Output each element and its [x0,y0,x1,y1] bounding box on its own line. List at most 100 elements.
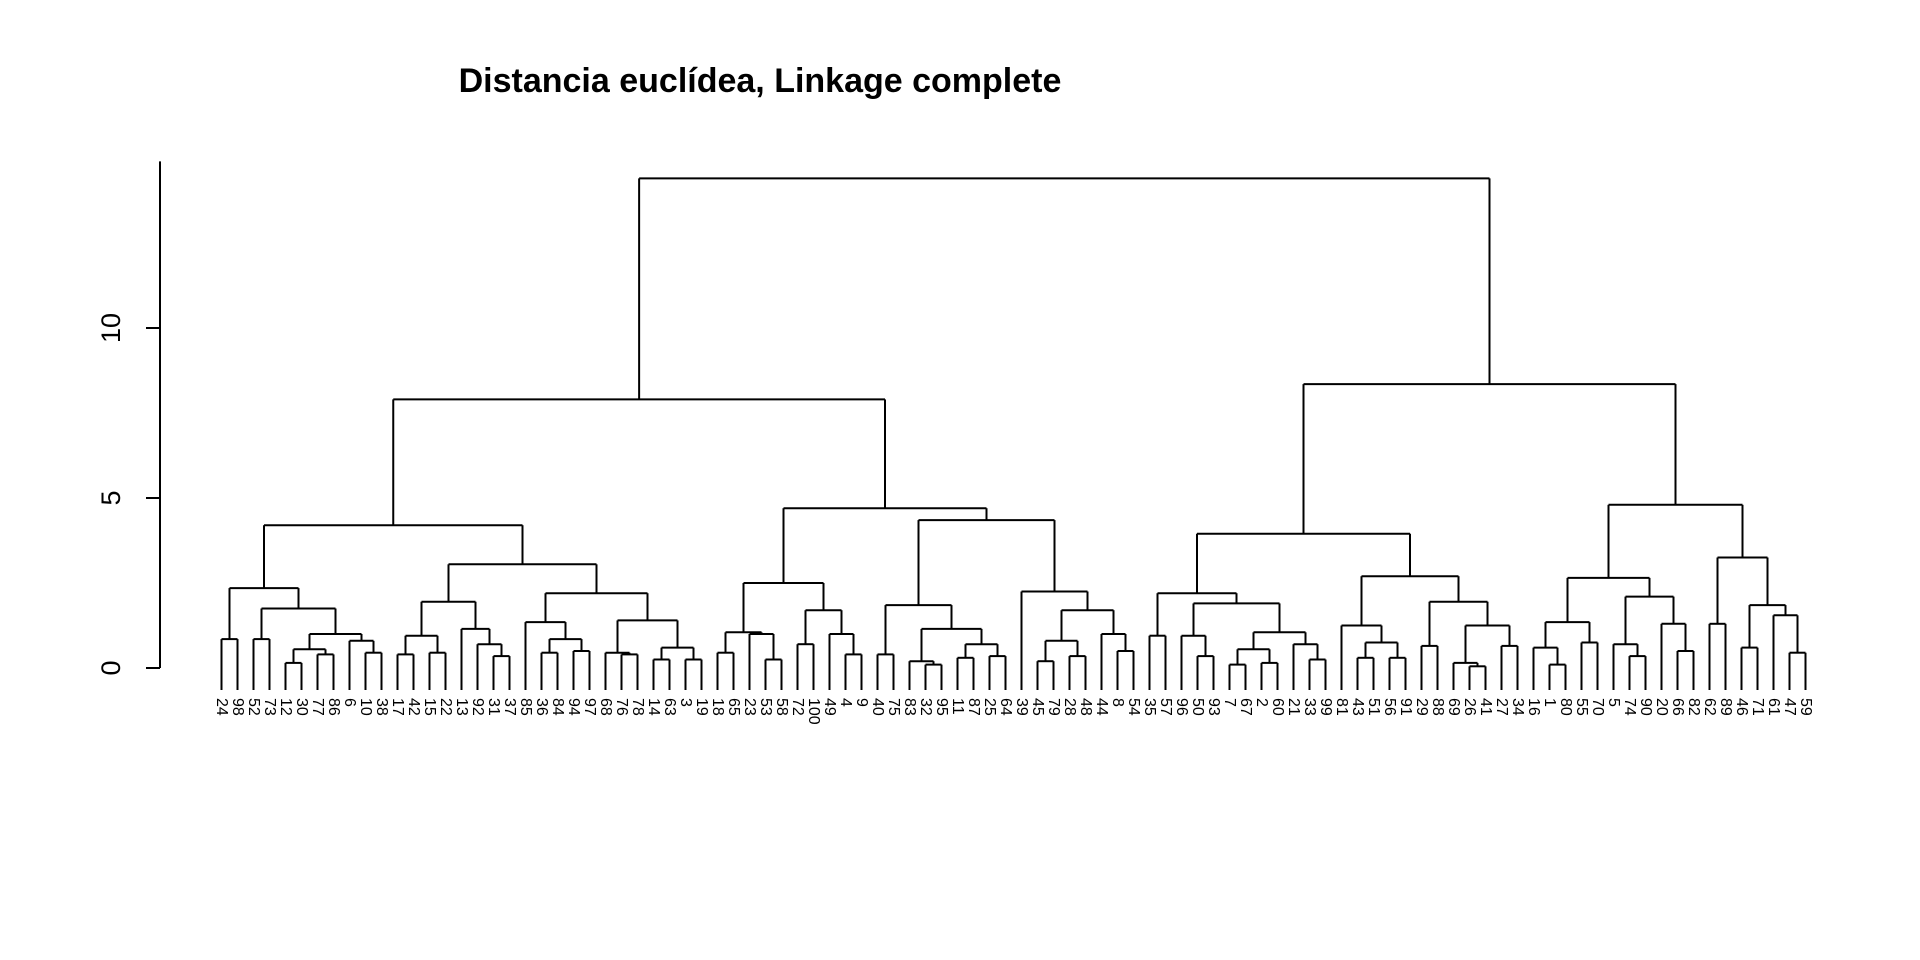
leaf-label: 46 [1733,698,1750,716]
leaf-label: 38 [373,698,390,716]
leaf-label: 32 [917,698,934,716]
leaf-label: 33 [1301,698,1318,716]
leaf-label: 12 [277,698,294,716]
leaf-label: 48 [1077,698,1094,716]
leaf-label: 36 [533,698,550,716]
leaf-label: 70 [1589,698,1606,716]
leaf-label: 95 [933,698,950,716]
dendrogram-links [220,177,1807,690]
leaf-label: 9 [853,698,870,707]
leaf-label: 8 [1109,698,1126,707]
leaf-label: 28 [1061,698,1078,716]
leaf-label: 10 [357,698,374,716]
leaf-label: 66 [1669,698,1686,716]
leaf-labels: 24 98 52 73 12 30 77 86 6 10 38 17 42 15 22 13 92 31 37 85 3… [213,698,1814,725]
leaf-label: 57 [1157,698,1174,716]
leaf-label: 93 [1205,698,1222,716]
leaf-label: 14 [645,698,662,716]
leaf-label: 47 [1781,698,1798,716]
leaf-label: 64 [997,698,1014,716]
leaf-label: 61 [1765,698,1782,716]
leaf-label: 100 [805,698,822,725]
leaf-label: 90 [1637,698,1654,716]
leaf-label: 7 [1221,698,1238,707]
leaf-label: 91 [1397,698,1414,716]
leaf-label: 44 [1093,698,1110,716]
leaf-label: 19 [693,698,710,716]
leaf-label: 13 [453,698,470,716]
leaf-label: 84 [549,698,566,716]
leaf-label: 71 [1749,698,1766,716]
leaf-label: 58 [773,698,790,716]
leaf-label: 21 [1285,698,1302,716]
leaf-label: 60 [1269,698,1286,716]
leaf-label: 59 [1797,698,1814,716]
leaf-label: 89 [1717,698,1734,716]
leaf-label: 39 [1013,698,1030,716]
leaf-label: 72 [789,698,806,716]
leaf-label: 54 [1125,698,1142,716]
leaf-label: 15 [421,698,438,716]
leaf-label: 73 [261,698,278,716]
leaf-label: 56 [1381,698,1398,716]
leaf-label: 74 [1621,698,1638,716]
leaf-label: 27 [1493,698,1510,716]
leaf-label: 5 [1605,698,1622,707]
leaf-label: 35 [1141,698,1158,716]
leaf-label: 40 [869,698,886,716]
leaf-label: 29 [1413,698,1430,716]
chart-title: Distancia euclídea, Linkage complete [459,62,1062,100]
y-axis: 0 5 10 [96,161,161,676]
leaf-label: 20 [1653,698,1670,716]
leaf-label: 86 [325,698,342,716]
leaf-label: 49 [821,698,838,716]
leaf-label: 6 [341,698,358,707]
leaf-label: 31 [485,698,502,716]
leaf-label: 45 [1029,698,1046,716]
leaf-label: 88 [1429,698,1446,716]
leaf-label: 85 [517,698,534,716]
leaf-label: 24 [213,698,230,716]
leaf-label: 50 [1189,698,1206,716]
leaf-label: 79 [1045,698,1062,716]
leaf-label: 68 [597,698,614,716]
leaf-label: 23 [741,698,758,716]
leaf-label: 30 [293,698,310,716]
leaf-label: 87 [965,698,982,716]
leaf-label: 99 [1317,698,1334,716]
leaf-label: 55 [1573,698,1590,716]
leaf-label: 22 [437,698,454,716]
leaf-label: 62 [1701,698,1718,716]
leaf-label: 2 [1253,698,1270,707]
leaf-label: 77 [309,698,326,716]
leaf-label: 34 [1509,698,1526,716]
leaf-label: 97 [581,698,598,716]
leaf-label: 69 [1445,698,1462,716]
leaf-label: 41 [1477,698,1494,716]
leaf-label: 76 [613,698,630,716]
y-tick-label: 0 [96,660,126,675]
leaf-label: 92 [469,698,486,716]
leaf-label: 37 [501,698,518,716]
leaf-label: 53 [757,698,774,716]
leaf-label: 94 [565,698,582,716]
leaf-label: 18 [709,698,726,716]
leaf-label: 16 [1525,698,1542,716]
leaf-label: 98 [229,698,246,716]
leaf-label: 11 [949,698,966,715]
leaf-label: 81 [1333,698,1350,716]
leaf-label: 75 [885,698,902,716]
y-tick-label: 5 [96,490,126,505]
leaf-label: 96 [1173,698,1190,716]
leaf-label: 83 [901,698,918,716]
leaf-label: 82 [1685,698,1702,716]
leaf-label: 78 [629,698,646,716]
leaf-label: 65 [725,698,742,716]
leaf-label: 43 [1349,698,1366,716]
leaf-label: 51 [1365,698,1382,716]
leaf-label: 26 [1461,698,1478,716]
leaf-label: 1 [1541,698,1558,707]
leaf-label: 3 [677,698,694,707]
leaf-label: 4 [837,698,854,707]
